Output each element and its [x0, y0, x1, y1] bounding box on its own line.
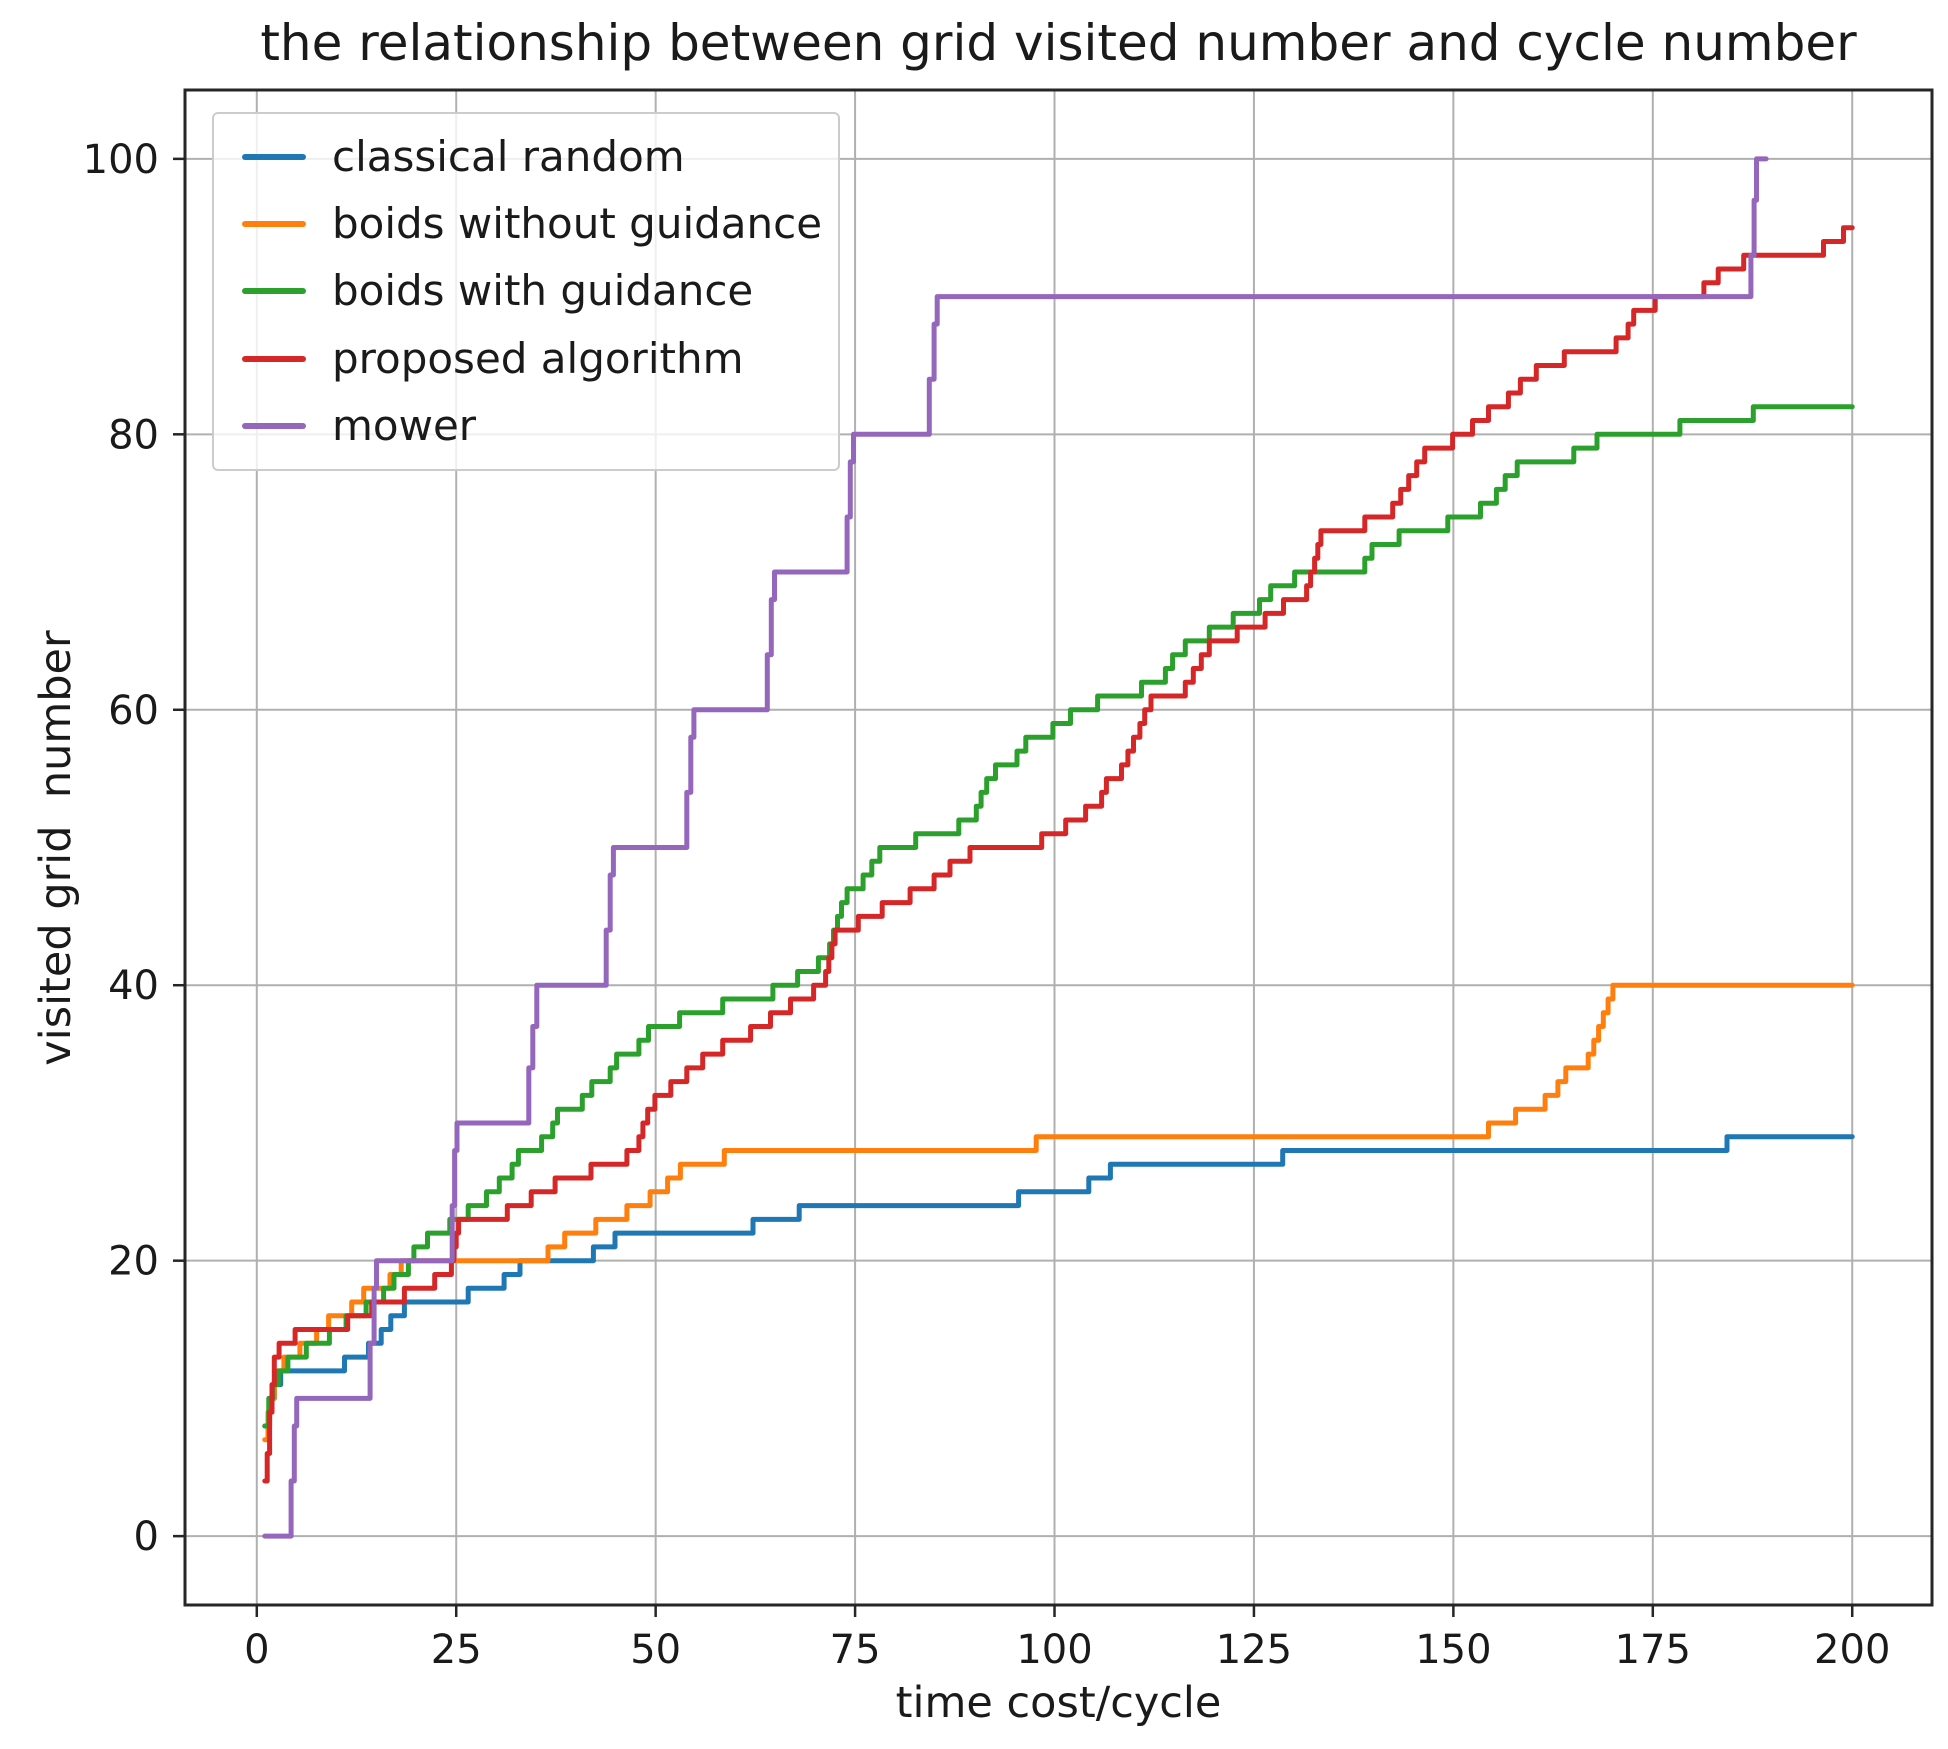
- series-mower: [262, 156, 1769, 1539]
- legend-label: mower: [332, 400, 477, 450]
- legend-item-boids-without-guidance: boids without guidance: [242, 200, 822, 247]
- x-axis-label: time cost/cycle: [895, 1678, 1222, 1728]
- series-proposed-algorithm: [262, 225, 1855, 1484]
- x-tick-label: 25: [431, 1627, 482, 1673]
- y-tick-label: 20: [108, 1239, 159, 1285]
- legend-label: boids with guidance: [332, 266, 754, 316]
- x-tick-label: 100: [1016, 1627, 1092, 1673]
- legend: classical random boids without guidance bo…: [212, 112, 840, 471]
- legend-swatch-icon: [242, 154, 306, 161]
- x-tick-label: 175: [1615, 1627, 1691, 1673]
- x-tick-label: 200: [1814, 1627, 1890, 1673]
- x-tick-label: 150: [1415, 1627, 1491, 1673]
- series-lines: [262, 156, 1855, 1539]
- y-tick-label: 80: [108, 412, 159, 458]
- legend-item-boids-with-guidance: boids with guidance: [242, 268, 810, 314]
- chart-title: the relationship between grid visited nu…: [260, 14, 1857, 72]
- y-tick-label: 60: [108, 688, 159, 734]
- legend-swatch-icon: [242, 221, 306, 228]
- tick-marks: 0 25 50 75 100 125 150 175 200 0 20 40 60 80 100: [83, 137, 1891, 1673]
- legend-swatch-icon: [242, 422, 306, 429]
- legend-item-proposed-algorithm: proposed algorithm: [242, 333, 810, 383]
- legend-item-classical-random: classical random: [242, 132, 810, 181]
- legend-swatch-icon: [242, 355, 306, 362]
- legend-label: proposed algorithm: [332, 333, 744, 383]
- legend-item-mower: mower: [242, 400, 810, 450]
- y-tick-label: 100: [83, 137, 159, 183]
- y-tick-label: 40: [108, 963, 159, 1009]
- legend-label: classical random: [332, 132, 685, 181]
- series-boids-with-guidance: [262, 404, 1855, 1429]
- x-tick-label: 75: [830, 1627, 881, 1673]
- series-classical-random: [262, 1134, 1855, 1429]
- series-boids-without-guidance: [262, 982, 1855, 1443]
- y-tick-label: 0: [134, 1514, 159, 1560]
- y-axis-label: visited grid number: [31, 630, 81, 1066]
- x-tick-label: 50: [630, 1627, 681, 1673]
- plot-border: [183, 88, 1934, 1607]
- legend-swatch-icon: [242, 288, 306, 295]
- x-tick-label: 0: [244, 1627, 269, 1673]
- x-tick-label: 125: [1216, 1627, 1292, 1673]
- legend-label: boids without guidance: [332, 199, 823, 249]
